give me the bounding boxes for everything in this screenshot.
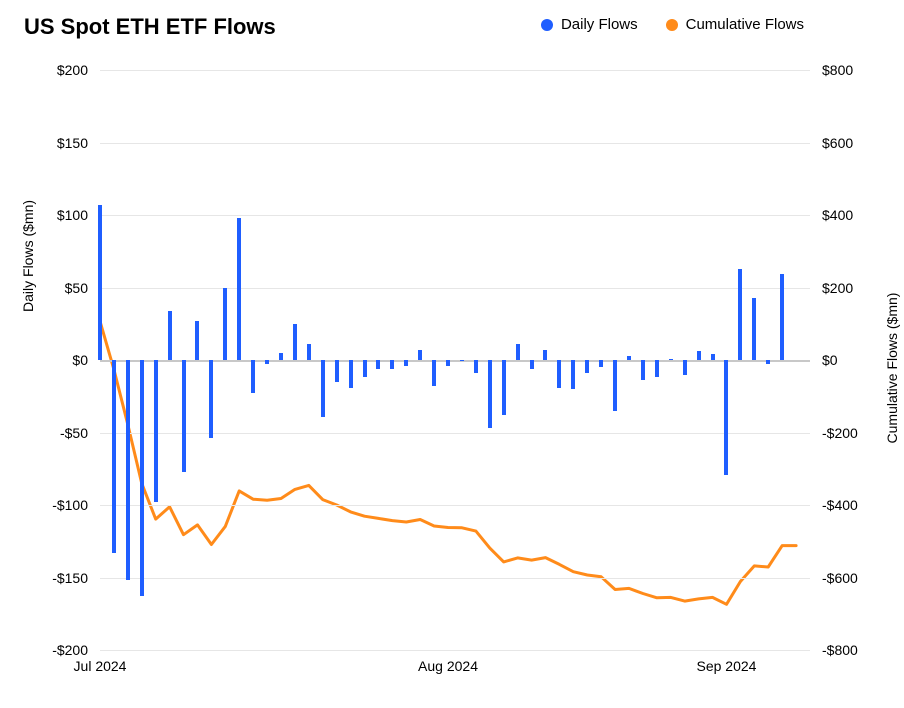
daily-flow-bar [432,360,436,386]
daily-flow-bar [335,360,339,382]
gridline [100,578,810,579]
daily-flow-bar [697,351,701,360]
y-left-tick: $150 [57,135,88,151]
x-tick: Aug 2024 [418,658,478,674]
daily-flow-bar [655,360,659,377]
y-left-tick: $50 [65,280,88,296]
daily-flow-bar [307,344,311,360]
daily-flow-bar [711,354,715,360]
daily-flow-bar [251,360,255,393]
y-left-tick: $0 [72,352,88,368]
daily-flow-bar [543,350,547,360]
daily-flow-bar [140,360,144,596]
y-left-tick: -$50 [60,425,88,441]
y-left-tick: -$150 [52,570,88,586]
daily-flow-bar [321,360,325,417]
y-left-tick: $200 [57,62,88,78]
daily-flow-bar [516,344,520,360]
gridline [100,650,810,651]
daily-flow-bar [195,321,199,360]
y-right-tick: -$800 [822,642,858,658]
daily-flow-bar [599,360,603,367]
plot-area: -$200-$150-$100-$50$0$50$100$150$200-$80… [100,70,810,650]
daily-flow-bar [752,298,756,360]
gridline [100,215,810,216]
gridline [100,143,810,144]
y-right-tick: $200 [822,280,853,296]
legend: Daily Flows Cumulative Flows [541,16,804,33]
daily-flow-bar [585,360,589,373]
daily-flow-bar [126,360,130,580]
daily-flow-bar [209,360,213,438]
daily-flow-bar [502,360,506,415]
daily-flow-bar [641,360,645,380]
daily-flow-bar [418,350,422,360]
daily-flow-bar [168,311,172,360]
daily-flow-bar [98,205,102,360]
daily-flow-bar [404,360,408,366]
y-right-tick: $0 [822,352,838,368]
y-axis-left-label: Daily Flows ($mn) [20,200,36,312]
chart-title: US Spot ETH ETF Flows [24,14,276,40]
daily-flow-bar [376,360,380,369]
y-right-tick: -$200 [822,425,858,441]
x-tick: Jul 2024 [74,658,127,674]
gridline [100,505,810,506]
y-left-tick: -$100 [52,497,88,513]
daily-flow-bar [627,356,631,360]
gridline [100,433,810,434]
legend-dot-icon [541,19,553,31]
daily-flow-bar [237,218,241,360]
gridline [100,70,810,71]
daily-flow-bar [363,360,367,377]
daily-flow-bar [223,288,227,361]
daily-flow-bar [265,360,269,364]
legend-item-cumulative: Cumulative Flows [666,16,804,33]
legend-label: Cumulative Flows [686,16,804,33]
daily-flow-bar [724,360,728,475]
daily-flow-bar [349,360,353,388]
y-right-tick: $400 [822,207,853,223]
daily-flow-bar [112,360,116,553]
legend-item-daily: Daily Flows [541,16,638,33]
daily-flow-bar [766,360,770,364]
gridline [100,288,810,289]
daily-flow-bar [474,360,478,373]
legend-label: Daily Flows [561,16,638,33]
y-right-tick: -$400 [822,497,858,513]
daily-flow-bar [669,359,673,360]
y-left-tick: -$200 [52,642,88,658]
daily-flow-bar [279,353,283,360]
daily-flow-bar [293,324,297,360]
daily-flow-bar [154,360,158,502]
daily-flow-bar [182,360,186,472]
daily-flow-bar [613,360,617,411]
y-right-tick: $800 [822,62,853,78]
y-right-tick: -$600 [822,570,858,586]
daily-flow-bar [738,269,742,360]
daily-flow-bar [488,360,492,428]
daily-flow-bar [530,360,534,369]
daily-flow-bar [780,274,784,360]
daily-flow-bar [557,360,561,388]
y-left-tick: $100 [57,207,88,223]
daily-flow-bar [390,360,394,369]
daily-flow-bar [460,360,464,361]
y-axis-right-label: Cumulative Flows ($mn) [884,293,900,444]
zero-gridline [100,360,810,362]
legend-dot-icon [666,19,678,31]
y-right-tick: $600 [822,135,853,151]
daily-flow-bar [683,360,687,375]
daily-flow-bar [446,360,450,366]
x-tick: Sep 2024 [696,658,756,674]
daily-flow-bar [571,360,575,389]
